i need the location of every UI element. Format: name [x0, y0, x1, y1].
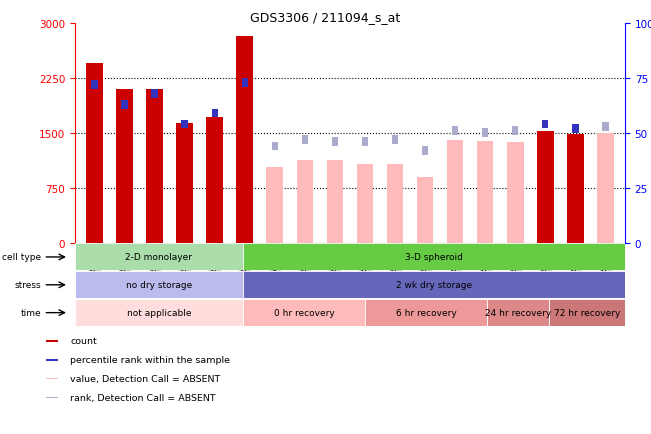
Bar [417, 177, 434, 243]
Bar [176, 124, 193, 243]
Text: 2 wk dry storage: 2 wk dry storage [396, 281, 472, 289]
Bar [301, 136, 308, 145]
Bar [46, 340, 59, 342]
Text: count: count [70, 337, 97, 346]
Text: rank, Detection Call = ABSENT: rank, Detection Call = ABSENT [70, 393, 215, 402]
Bar [242, 79, 248, 87]
Bar [146, 89, 163, 243]
Text: time: time [21, 308, 41, 317]
Bar [236, 37, 253, 243]
Text: value, Detection Call = ABSENT: value, Detection Call = ABSENT [70, 374, 221, 383]
Text: 2-D monolayer: 2-D monolayer [126, 253, 193, 262]
Bar [91, 81, 98, 89]
Bar [572, 125, 579, 134]
Bar [542, 120, 548, 129]
Bar [537, 131, 553, 243]
Text: 3-D spheroid: 3-D spheroid [405, 253, 463, 262]
Bar [507, 143, 523, 243]
Bar [482, 129, 488, 138]
Bar [392, 136, 398, 145]
Text: not applicable: not applicable [127, 309, 191, 317]
Bar [75, 244, 243, 271]
Text: no dry storage: no dry storage [126, 281, 192, 289]
Bar [46, 397, 59, 398]
Text: 72 hr recovery: 72 hr recovery [553, 309, 620, 317]
Bar [387, 164, 403, 243]
Bar [86, 64, 103, 243]
Bar [477, 141, 493, 243]
Bar [75, 272, 243, 299]
Bar [297, 161, 313, 243]
Bar [447, 141, 464, 243]
Bar [266, 168, 283, 243]
Text: 24 hr recovery: 24 hr recovery [485, 309, 551, 317]
Bar [152, 89, 158, 99]
Bar [243, 244, 625, 271]
Bar [46, 359, 59, 361]
Bar [357, 164, 373, 243]
Bar [116, 89, 133, 243]
Bar [512, 127, 518, 136]
Bar [206, 117, 223, 243]
Bar [212, 109, 218, 118]
Text: percentile rank within the sample: percentile rank within the sample [70, 355, 230, 365]
Text: 6 hr recovery: 6 hr recovery [396, 309, 457, 317]
Text: 0 hr recovery: 0 hr recovery [273, 309, 335, 317]
Bar [121, 101, 128, 109]
Bar [549, 299, 625, 326]
Bar [327, 161, 343, 243]
Bar [271, 142, 278, 151]
Bar [597, 134, 614, 243]
Text: stress: stress [14, 280, 41, 289]
Bar [182, 120, 187, 129]
Bar [332, 138, 338, 147]
Bar [75, 299, 243, 326]
Bar [567, 135, 584, 243]
Text: cell type: cell type [2, 252, 41, 261]
Bar [422, 147, 428, 155]
Bar [452, 127, 458, 136]
Text: GDS3306 / 211094_s_at: GDS3306 / 211094_s_at [251, 11, 400, 24]
Bar [243, 272, 625, 299]
Bar [602, 122, 609, 131]
Bar [488, 299, 549, 326]
Bar [243, 299, 365, 326]
Bar [46, 378, 59, 379]
Bar [365, 299, 488, 326]
Bar [362, 138, 368, 147]
